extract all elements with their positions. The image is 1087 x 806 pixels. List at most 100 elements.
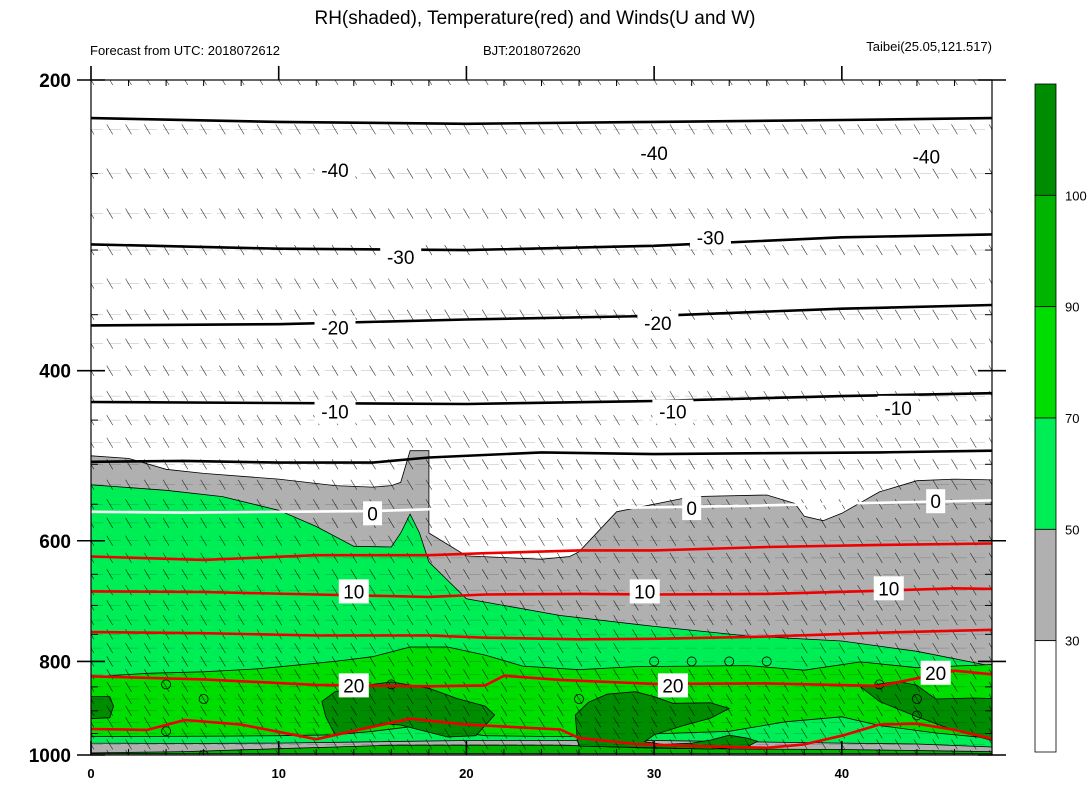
wind-barb	[969, 552, 977, 564]
wind-barb	[125, 717, 132, 728]
contour-label: -40	[321, 161, 348, 182]
wind-barb	[594, 517, 602, 529]
wind-barb	[500, 739, 508, 750]
wind-barb	[951, 739, 958, 750]
wind-barb	[876, 728, 883, 739]
wind-barb	[538, 717, 545, 728]
wind-barb	[331, 278, 339, 289]
wind-barb	[406, 390, 414, 402]
wind-barb	[876, 168, 883, 179]
wind-barb	[256, 681, 264, 692]
wind-barb	[425, 278, 433, 289]
wind-barb	[932, 309, 939, 320]
wind-barb	[200, 278, 207, 289]
wind-barb	[857, 414, 864, 426]
wind-barb	[932, 614, 939, 626]
wind-barb	[144, 390, 151, 402]
wind-barb	[294, 642, 301, 654]
wind-barb	[162, 629, 170, 640]
wind-barb	[632, 414, 639, 426]
wind-barb	[500, 365, 508, 376]
wind-barb	[578, 80, 583, 86]
wind-barb	[331, 437, 339, 448]
wind-barb	[369, 600, 376, 611]
wind-barb	[519, 535, 526, 546]
wind-barb	[406, 614, 414, 626]
wind-barb	[331, 669, 339, 680]
wind-barb	[331, 614, 339, 626]
wind-barb	[688, 535, 695, 546]
wind-barb	[369, 479, 376, 490]
wind-barb	[801, 517, 808, 529]
wind-barb	[388, 569, 395, 580]
wind-barb	[632, 728, 639, 739]
wind-barb	[294, 365, 301, 376]
wind-barb	[838, 552, 846, 564]
wind-barb	[819, 124, 827, 135]
wind-barb	[463, 669, 470, 680]
wind-barb	[331, 681, 339, 692]
wind-barb	[275, 705, 282, 716]
wind-barb	[275, 614, 282, 626]
calm-wind-circle	[686, 656, 697, 667]
wind-barb	[106, 499, 114, 510]
wind-barb	[388, 499, 395, 510]
wind-barb	[650, 338, 658, 349]
wind-barb	[575, 600, 583, 611]
wind-barb	[632, 208, 639, 219]
wind-barb	[876, 499, 883, 510]
wind-barb	[932, 244, 939, 256]
wind-barb	[481, 517, 489, 529]
wind-barb	[481, 168, 489, 179]
wind-barb	[688, 338, 695, 349]
wind-barb	[481, 437, 489, 448]
wind-barb	[256, 614, 264, 626]
wind-barb	[801, 552, 808, 564]
wind-barb	[106, 309, 114, 320]
calm-wind-circle	[574, 694, 584, 704]
wind-barb	[782, 629, 789, 640]
wind-barb	[763, 535, 771, 546]
wind-barb	[538, 390, 545, 402]
wind-barb	[350, 459, 358, 470]
wind-barb	[519, 365, 526, 376]
wind-barb	[782, 244, 789, 256]
wind-barb	[106, 681, 114, 692]
wind-barb	[632, 459, 639, 470]
wind-barb	[162, 517, 170, 529]
y-tick-label: 1000	[29, 746, 71, 767]
wind-barb	[913, 642, 921, 654]
wind-barb	[181, 499, 189, 510]
wind-barb	[406, 278, 414, 289]
wind-barb	[669, 459, 677, 470]
wind-barb	[500, 535, 508, 546]
wind-barb	[350, 517, 358, 529]
wind-barb	[237, 517, 245, 529]
wind-barb	[932, 479, 939, 490]
wind-barb	[144, 309, 151, 320]
wind-barb	[613, 705, 620, 716]
calm-wind-circle	[198, 694, 209, 704]
wind-barb	[106, 414, 114, 426]
wind-barb	[857, 600, 864, 611]
wind-barb	[763, 278, 771, 289]
wind-barb	[935, 80, 939, 86]
wind-barb	[766, 80, 771, 86]
wind-barb	[857, 244, 864, 256]
wind-barb	[951, 569, 958, 580]
wind-barb	[744, 208, 752, 219]
wind-barb	[463, 705, 470, 716]
wind-barb	[406, 569, 414, 580]
wind-barb	[334, 80, 339, 86]
wind-barb	[481, 390, 489, 402]
wind-barb	[632, 168, 639, 179]
wind-barb	[557, 278, 564, 289]
wind-barb	[913, 693, 921, 705]
wind-barb	[519, 728, 526, 739]
wind-barb	[932, 414, 939, 426]
wind-barb	[406, 600, 414, 611]
wind-barb	[613, 717, 620, 728]
wind-barb	[256, 437, 264, 448]
colorbar-segment	[1034, 640, 1057, 753]
wind-barb	[162, 338, 170, 349]
